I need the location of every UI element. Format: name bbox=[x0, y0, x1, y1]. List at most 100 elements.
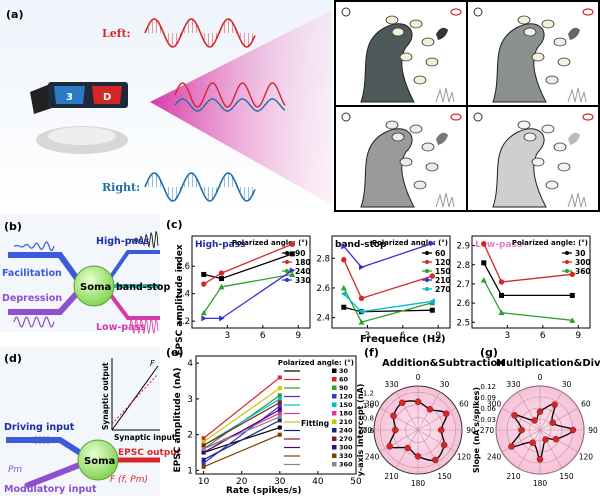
depression-arrow bbox=[8, 289, 81, 315]
data-point bbox=[289, 271, 296, 277]
data-point bbox=[289, 251, 295, 257]
polar-spoke bbox=[517, 391, 541, 431]
tree-leaf bbox=[531, 157, 545, 167]
r-tick-label: 0.8 bbox=[363, 414, 374, 422]
right-label: Right: bbox=[102, 181, 140, 194]
tree-leaf bbox=[553, 142, 567, 152]
legend-label: 120 bbox=[339, 393, 353, 401]
modulatory-input-arrow bbox=[24, 461, 84, 489]
x-tick-label: 6 bbox=[400, 331, 406, 341]
tree-leaf bbox=[421, 142, 435, 152]
polar-spoke bbox=[539, 391, 563, 431]
high-pass-label: High-pass bbox=[96, 236, 150, 247]
legend-marker bbox=[425, 278, 429, 282]
polarization-icon bbox=[582, 8, 594, 16]
y-tick-label: 2.4 bbox=[316, 314, 330, 324]
y-tick-label: 2.5 bbox=[456, 318, 470, 328]
soma-b-label: Soma bbox=[80, 282, 111, 293]
angle-label: 60 bbox=[581, 400, 591, 409]
subplot-title: band-stop bbox=[335, 240, 387, 250]
legend-marker bbox=[332, 411, 337, 416]
panel-c-label: (c) bbox=[166, 218, 183, 231]
angle-label: 210 bbox=[506, 472, 521, 481]
y-tick-label: 2.8 bbox=[316, 254, 330, 264]
data-point bbox=[200, 309, 207, 316]
data-point bbox=[277, 400, 282, 405]
polar-spoke bbox=[395, 391, 419, 431]
legend-marker bbox=[285, 278, 289, 282]
x-tick-label: 9 bbox=[295, 331, 301, 341]
bird-icon bbox=[436, 27, 448, 40]
data-point bbox=[531, 417, 538, 424]
data-point bbox=[201, 446, 206, 451]
x-tick-label: 20 bbox=[236, 477, 248, 487]
data-point bbox=[341, 243, 347, 250]
lens-right-label: D bbox=[103, 92, 111, 103]
center-wave-red bbox=[174, 82, 286, 108]
fitting-label: Fitting bbox=[301, 419, 329, 428]
data-point bbox=[277, 386, 282, 391]
panel-g-label: (g) bbox=[480, 346, 498, 359]
data-point bbox=[429, 307, 435, 313]
angle-label: 30 bbox=[562, 380, 572, 389]
r-tick-label: 0.09 bbox=[480, 394, 496, 402]
legend-label: 300 bbox=[339, 444, 353, 452]
data-point bbox=[499, 292, 504, 298]
series-line bbox=[203, 434, 281, 468]
r-tick-label: 0.12 bbox=[480, 383, 496, 391]
y-tick-label: 2.8 bbox=[456, 261, 470, 271]
panel-f-ylabel: y-axis intercept (nA) bbox=[356, 384, 365, 477]
driving-input-arrow bbox=[6, 437, 84, 457]
panel-d-background bbox=[0, 346, 160, 496]
platform-top bbox=[48, 127, 116, 145]
angle-label: 60 bbox=[459, 400, 469, 409]
legend-marker bbox=[565, 269, 569, 273]
subplot-title: High-pass bbox=[195, 240, 245, 250]
tree-leaf bbox=[425, 162, 439, 172]
legend-label: 360 bbox=[339, 461, 353, 469]
legend-label: 210 bbox=[435, 276, 451, 285]
series-line bbox=[203, 401, 281, 446]
data-point bbox=[569, 317, 576, 323]
r-tick-label: 0.6 bbox=[363, 427, 375, 435]
legend-label: 90 bbox=[339, 384, 349, 392]
sun-icon bbox=[473, 112, 483, 122]
legend-label: 60 bbox=[435, 249, 445, 258]
angle-label: 150 bbox=[437, 472, 452, 481]
polar-spoke bbox=[379, 429, 419, 453]
legend-marker bbox=[425, 287, 429, 291]
panel-e-label: (e) bbox=[166, 346, 184, 359]
data-point bbox=[358, 308, 364, 315]
polar-spoke bbox=[417, 407, 457, 431]
data-point bbox=[201, 315, 207, 322]
data-point bbox=[277, 414, 282, 419]
panel-d: (d) Driving input Modulatory input Pm So… bbox=[0, 346, 182, 496]
data-point bbox=[218, 283, 225, 290]
data-point bbox=[289, 241, 295, 247]
angle-label: 330 bbox=[506, 380, 521, 389]
legend-label: 180 bbox=[295, 258, 311, 267]
polar-spoke bbox=[417, 429, 457, 453]
panel-a: (a) Left: Right: 3 D bbox=[0, 0, 600, 212]
series-line bbox=[203, 376, 281, 439]
x-tick-label: 10 bbox=[198, 477, 210, 487]
tree-trunk bbox=[360, 128, 415, 208]
legend-marker bbox=[332, 445, 337, 450]
data-point bbox=[201, 439, 206, 444]
synaptic-input-label: Synaptic input bbox=[114, 433, 176, 442]
polar-spoke bbox=[539, 407, 579, 431]
tree-leaf bbox=[421, 37, 435, 47]
tree-trunk bbox=[492, 23, 547, 103]
legend-title: Polarized angle: (°) bbox=[512, 239, 588, 247]
tree-leaf bbox=[541, 124, 555, 134]
tree-leaf bbox=[399, 52, 413, 62]
data-point bbox=[201, 461, 206, 466]
data-point bbox=[438, 426, 445, 434]
legend-label: 300 bbox=[575, 258, 591, 267]
tree-leaf bbox=[545, 180, 559, 190]
panel-c: (c) EPSC amplitude index Frequence (Hz) … bbox=[166, 218, 591, 356]
tree-leaf bbox=[385, 15, 399, 25]
data-point bbox=[277, 411, 282, 416]
y-tick-label: 2.6 bbox=[316, 284, 330, 294]
